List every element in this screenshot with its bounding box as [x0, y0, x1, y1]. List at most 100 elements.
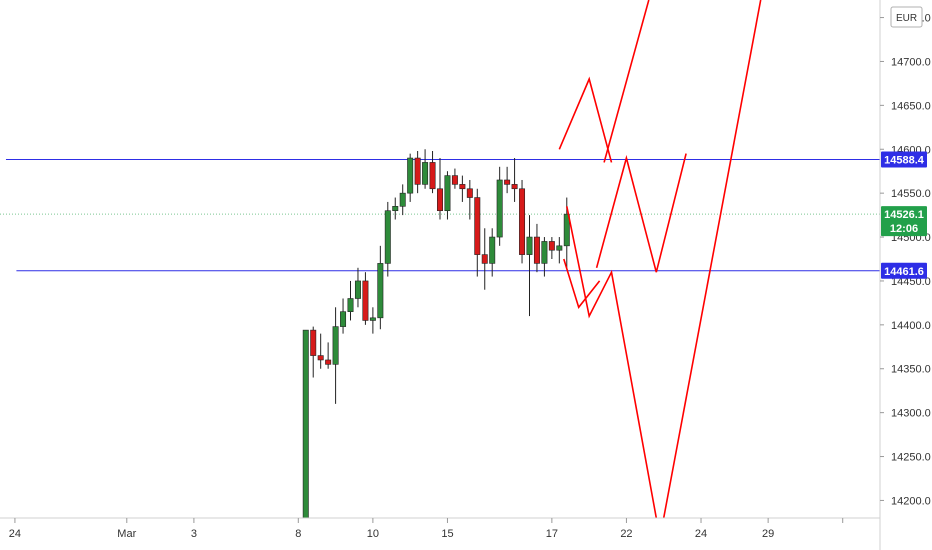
candle — [526, 215, 533, 317]
x-tick-label: 17 — [546, 528, 558, 540]
candle-body — [451, 175, 458, 185]
candle — [511, 158, 518, 202]
candle-body — [325, 359, 332, 365]
price-badges: 14588.4 14461.6 14526.1 12:06 — [881, 151, 927, 279]
y-tick-label: 14400.0 — [891, 320, 931, 332]
candle — [519, 179, 526, 264]
candle-body — [310, 329, 317, 356]
candle-body — [548, 241, 555, 251]
drawn-annotations[interactable] — [558, 0, 762, 519]
x-tick-label: Mar — [117, 528, 136, 540]
candle — [384, 201, 391, 277]
y-tick-label: 14200.0 — [891, 495, 931, 507]
candle — [556, 237, 563, 264]
y-tick-label: 14450.0 — [891, 276, 931, 288]
x-tick-label: 22 — [620, 528, 632, 540]
candle-body — [369, 317, 376, 321]
x-tick-label: 24 — [695, 528, 707, 540]
candle-body — [511, 184, 518, 190]
candle — [466, 179, 473, 220]
forecast-path[interactable] — [566, 206, 658, 519]
candle-body — [362, 280, 369, 321]
candle — [541, 237, 548, 277]
candle-body — [422, 162, 429, 185]
zigzag-arrow[interactable] — [563, 258, 601, 309]
candle — [347, 280, 354, 321]
candle-body — [496, 179, 503, 238]
candle-body — [347, 298, 354, 312]
candle — [451, 168, 458, 189]
x-tick-label: 8 — [295, 528, 301, 540]
currency-badge[interactable]: EUR — [890, 6, 923, 28]
candle — [325, 342, 332, 369]
candle-body — [437, 188, 443, 212]
candle — [332, 307, 339, 404]
candle-body — [399, 192, 406, 207]
x-tick-label: 24 — [9, 528, 21, 540]
horizontal-levels[interactable] — [0, 158, 880, 272]
candle-body — [474, 197, 481, 255]
y-tick-label: 14250.0 — [891, 452, 931, 464]
time-axis[interactable]: 24 Mar 3 8 10 15 17 22 24 29 — [0, 517, 880, 540]
zigzag-arrow[interactable] — [595, 153, 687, 273]
candle — [459, 175, 466, 202]
price-badge: 14461.6 — [881, 262, 927, 279]
price-badge: 14588.4 — [881, 151, 927, 168]
candle — [474, 188, 481, 277]
candle-body — [384, 210, 391, 264]
candle — [362, 272, 369, 325]
candle-body — [407, 157, 414, 194]
candle — [340, 298, 347, 334]
candle — [429, 151, 436, 194]
price-badge-value: 14588.4 — [884, 154, 925, 166]
price-badge-box — [881, 262, 927, 279]
x-tick-label: 29 — [762, 528, 774, 540]
candle-body — [429, 162, 436, 190]
candle — [407, 153, 414, 202]
candle-body — [556, 245, 563, 251]
candle-body — [377, 263, 384, 319]
candle-body — [519, 188, 526, 255]
candle-body — [504, 179, 511, 185]
x-tick-label: 10 — [367, 528, 379, 540]
candle — [437, 158, 443, 220]
candle-body — [332, 326, 339, 365]
candle-body — [392, 206, 399, 212]
candle-body — [444, 175, 451, 212]
candle-body — [317, 355, 324, 361]
trend-line[interactable] — [603, 0, 650, 163]
x-tick-label: 15 — [441, 528, 453, 540]
candle — [310, 326, 317, 378]
price-badge-value: 14461.6 — [884, 266, 924, 278]
candle-body — [340, 311, 347, 327]
candle-body — [541, 241, 548, 264]
candle — [489, 228, 496, 277]
price-badge: 14526.1 12:06 — [881, 206, 927, 237]
candle — [377, 245, 384, 330]
candle — [444, 171, 451, 220]
y-tick-label: 14350.0 — [891, 364, 931, 376]
candle — [481, 228, 488, 290]
candle — [302, 329, 309, 519]
candle — [422, 149, 429, 189]
candle — [369, 307, 376, 334]
candle-body — [302, 329, 309, 519]
y-tick-label: 14300.0 — [891, 408, 931, 420]
candle — [354, 267, 361, 308]
y-tick-label: 14550.0 — [891, 188, 931, 200]
currency-badge-box — [890, 6, 923, 28]
y-tick-label: 14650.0 — [891, 100, 931, 112]
candle — [414, 151, 421, 194]
candle — [504, 166, 511, 194]
candle-body — [533, 236, 540, 264]
zigzag-arrow[interactable] — [558, 76, 613, 163]
x-tick-label: 3 — [191, 528, 197, 540]
candle-body — [526, 236, 533, 255]
candle-body — [481, 254, 488, 264]
price-badge-box — [881, 206, 927, 237]
candle — [392, 197, 399, 220]
trend-line[interactable] — [662, 0, 762, 519]
candle-body — [563, 213, 570, 247]
candle — [548, 237, 555, 259]
